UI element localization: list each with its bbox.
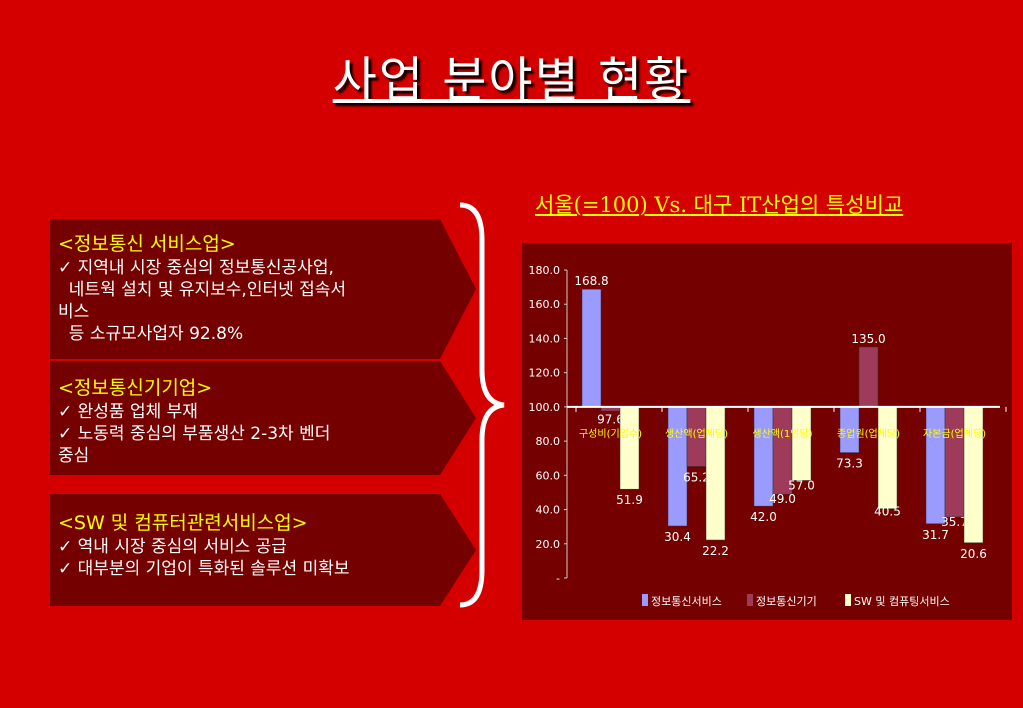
legend-label: 정보통신서비스: [651, 595, 722, 608]
bar: [944, 406, 965, 518]
category-label: 자본금(업체당): [923, 427, 986, 440]
panel-line: ✓ 노동력 중심의 부품생산 2-3차 벤더: [58, 424, 331, 444]
y-tick-label: 120.0: [529, 367, 561, 380]
legend-swatch: [747, 594, 753, 606]
page-title: 사업 분야별 현황: [332, 52, 691, 108]
legend-label: 정보통신기기: [756, 595, 817, 608]
data-label: 35.7: [941, 515, 968, 529]
legend-swatch: [845, 594, 851, 606]
panel-heading: <SW 및 컴퓨터관련서비스업>: [58, 512, 308, 534]
data-label: 57.0: [788, 478, 815, 492]
panel-sw-service: <SW 및 컴퓨터관련서비스업> ✓ 역내 시장 중심의 서비스 공급 ✓ 대부…: [50, 494, 476, 606]
data-label: 168.8: [574, 274, 608, 288]
chart-area: - 20.0 40.0 60.0 80.0 100.0 120.0 140.0 160.0 180…: [522, 243, 1012, 620]
bar: [705, 406, 726, 541]
y-tick-label: 180.0: [529, 264, 561, 277]
y-tick-label: -: [556, 572, 560, 585]
category-label: 생산액(업체당): [665, 427, 728, 440]
category-label: 생산액(1인당): [752, 428, 812, 440]
data-label: 135.0: [851, 332, 885, 346]
data-label: 40.5: [874, 504, 901, 518]
data-label: 22.2: [702, 544, 729, 558]
panel-line: 비스: [58, 302, 90, 322]
y-tick-label: 160.0: [529, 298, 561, 311]
data-label: 31.7: [922, 528, 949, 542]
panel-line: ✓ 역내 시장 중심의 서비스 공급: [58, 537, 287, 557]
panel-line: 등 소규모사업자 92.8%: [58, 324, 244, 344]
panel-arrow: [440, 494, 476, 606]
panel-arrow: [440, 219, 476, 359]
bar: [925, 406, 946, 525]
panel-arrow: [440, 361, 476, 475]
data-label: 97.6: [597, 413, 624, 427]
y-tick-label: 140.0: [529, 332, 561, 345]
bar-chart: - 20.0 40.0 60.0 80.0 100.0 120.0 140.0 160.0 180…: [529, 264, 1007, 608]
category-label: 구성비(기업수): [579, 427, 642, 440]
data-label: 42.0: [750, 510, 777, 524]
panel-line: ✓ 완성품 업체 부재: [58, 402, 198, 422]
data-label: 49.0: [769, 492, 796, 506]
data-label: 51.9: [616, 493, 643, 507]
panel-line: 중심: [58, 446, 90, 466]
bar: [858, 346, 879, 408]
y-tick-label: 40.0: [536, 504, 561, 517]
panel-it-device: <정보통신기기업> ✓ 완성품 업체 부재 ✓ 노동력 중심의 부품생산 2-3…: [50, 361, 476, 475]
panel-heading: <정보통신기기업>: [58, 377, 213, 399]
bar: [667, 406, 688, 527]
data-label: 20.6: [960, 547, 987, 561]
data-label: 65.2: [683, 470, 710, 484]
bar: [581, 288, 602, 408]
y-tick-label: 60.0: [536, 469, 561, 482]
category-label: 종업원(업체당): [837, 427, 900, 440]
data-label: 73.3: [836, 457, 863, 471]
y-tick-label: 100.0: [529, 401, 561, 414]
bar: [619, 406, 640, 490]
data-label: 30.4: [664, 530, 691, 544]
y-tick-label: 80.0: [536, 435, 561, 448]
panel-line: ✓ 지역내 시장 중심의 정보통신공사업,: [58, 258, 334, 278]
bar: [877, 406, 898, 509]
bar: [791, 406, 812, 481]
panel-line: 네트웍 설치 및 유지보수,인터넷 접속서: [58, 280, 347, 300]
legend-swatch: [642, 594, 648, 606]
panel-it-service: <정보통신 서비스업> ✓ 지역내 시장 중심의 정보통신공사업, 네트웍 설치…: [50, 219, 476, 359]
panel-heading: <정보통신 서비스업>: [58, 233, 236, 255]
y-tick-label: 20.0: [536, 538, 561, 551]
chart-title: 서울(=100) Vs. 대구 IT산업의 특성비교: [535, 193, 904, 217]
panel-line: ✓ 대부분의 기업이 특화된 솔루션 미확보: [58, 559, 350, 579]
legend-label: SW 및 컴퓨팅서비스: [854, 595, 950, 608]
right-brace-icon: [459, 202, 505, 608]
bar: [963, 406, 984, 544]
